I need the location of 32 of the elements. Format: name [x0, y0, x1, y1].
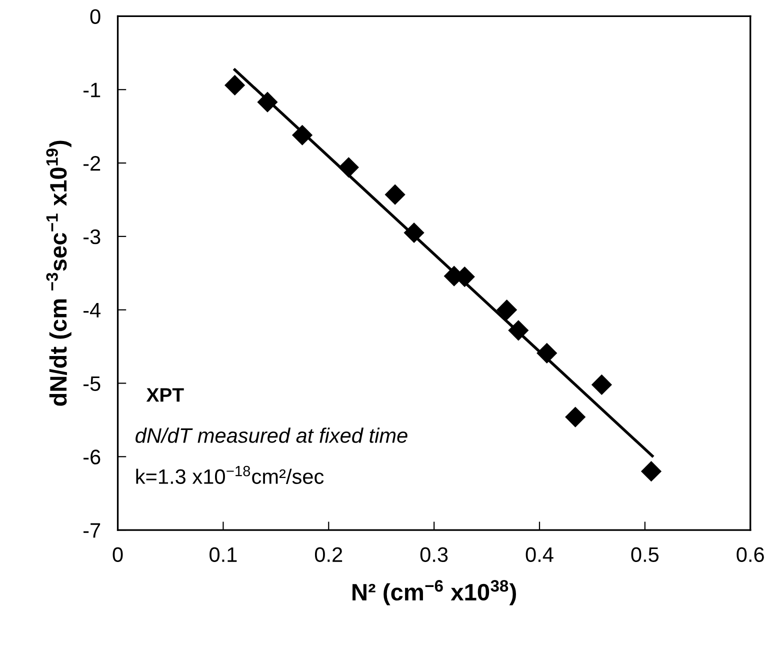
- point: [536, 342, 558, 364]
- x-tick-label: 0.5: [631, 547, 659, 562]
- point: [508, 320, 529, 341]
- point: [404, 222, 424, 244]
- point: [565, 406, 586, 428]
- point: [591, 374, 612, 396]
- annotation: k=1.3 x10$^{−18}$cm²/sec: [136, 466, 324, 484]
- y-tick-label: 0: [90, 9, 100, 24]
- x-tick-label: 0.1: [210, 547, 237, 562]
- annotation: dN/dT measured at fixed time: [136, 428, 408, 443]
- point: [384, 184, 406, 205]
- annotation: XPT: [146, 388, 184, 402]
- y-tick-label: -5: [84, 376, 100, 391]
- y-tick-label: -3: [84, 229, 100, 244]
- y-tick-label: -4: [84, 303, 101, 318]
- x-tick-label: 0.2: [314, 547, 342, 562]
- point: [292, 124, 313, 146]
- x-tick-label: 0.4: [526, 547, 554, 562]
- y-tick-label: -7: [84, 523, 100, 538]
- point: [257, 92, 278, 112]
- x-tick-label: 0.6: [736, 547, 764, 562]
- y-tick-label: -1: [84, 82, 100, 98]
- point: [640, 461, 662, 482]
- x-axis-title: N² (cm$^{−6}$ x10$^{38}$): [352, 580, 516, 606]
- y-tick-label: -6: [84, 450, 100, 464]
- y-axis-title: dN/dt (cm $^{−3}$sec$^{−1}$ x10$^{19}$): [46, 140, 72, 406]
- y-tick-label: -2: [84, 156, 100, 171]
- x-tick-label: 0.3: [420, 547, 448, 562]
- x-tick-label: 0: [112, 547, 123, 562]
- point: [338, 157, 359, 178]
- point: [224, 74, 246, 96]
- point: [496, 300, 518, 320]
